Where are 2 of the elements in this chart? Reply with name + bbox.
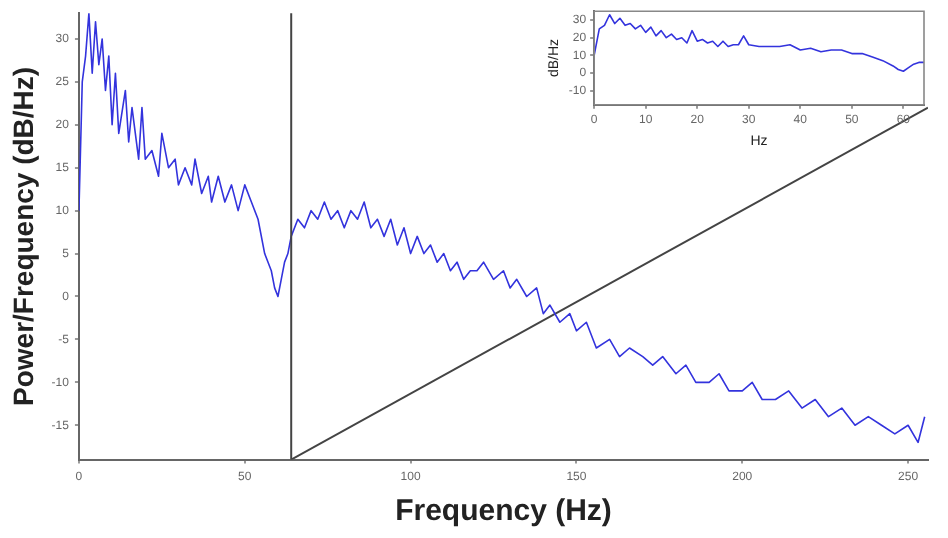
y-axis-title: Power/Frequency (dB/Hz) bbox=[6, 66, 39, 406]
x-axis-title: Frequency (Hz) bbox=[395, 494, 612, 529]
